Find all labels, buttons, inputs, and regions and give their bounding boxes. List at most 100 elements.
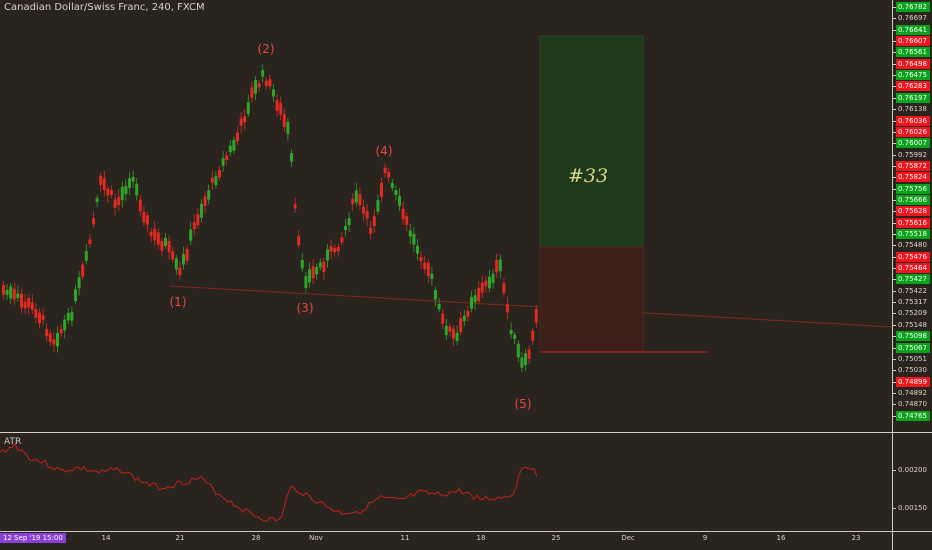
trade-loss-zone[interactable] (539, 246, 644, 353)
candle-body (5, 289, 9, 295)
candle-body (513, 334, 517, 339)
candle-body (207, 190, 211, 200)
time-axis[interactable]: 12 Sep '19 15:00 14 21 28 Nov 11 18 25 D… (0, 531, 932, 550)
price-axis-label: 0.75464 (896, 263, 930, 273)
atr-indicator-pane[interactable] (0, 433, 893, 531)
atr-axis-label: 0.00200 (898, 466, 927, 474)
price-axis-tick (893, 41, 896, 42)
candle-body (272, 89, 275, 97)
trade-profit-zone[interactable] (539, 35, 644, 248)
candle-body (372, 216, 376, 226)
price-axis-label: 0.74765 (896, 411, 930, 421)
pane-divider[interactable] (0, 432, 932, 433)
price-axis-tick (893, 416, 896, 417)
candle-body (30, 302, 34, 310)
price-axis-label: 0.75051 (898, 355, 927, 363)
price-axis-label: 0.75476 (896, 252, 930, 262)
candle-body (466, 310, 470, 317)
atr-tick (893, 508, 896, 509)
candle-body (9, 286, 13, 299)
atr-tick (893, 470, 896, 471)
candle-body (45, 328, 49, 337)
candle-body (387, 171, 391, 178)
candle-body (210, 177, 214, 184)
time-axis-label: 16 (776, 534, 786, 542)
candle-body (333, 248, 337, 253)
candle-body (153, 228, 157, 241)
candle-body (362, 206, 365, 214)
candle-body (81, 264, 85, 277)
candle-body (236, 132, 239, 142)
candle-body (92, 218, 95, 225)
candle-body (185, 248, 189, 261)
candlestick-series (2, 64, 538, 373)
candle-body (16, 293, 20, 299)
price-axis-label: 0.75666 (896, 195, 930, 205)
price-axis-tick (893, 268, 896, 269)
price-axis-tick (893, 336, 896, 337)
candle-body (434, 290, 437, 300)
candle-body (358, 194, 362, 206)
candle-body (135, 183, 139, 196)
candle-body (470, 297, 473, 309)
candle-body (430, 273, 434, 279)
price-axis-label: 0.75628 (896, 206, 930, 216)
price-axis-label: 0.75148 (898, 321, 927, 329)
time-axis-label: 18 (476, 534, 486, 542)
candle-body (239, 118, 243, 126)
atr-line (0, 442, 538, 522)
price-axis-tick (893, 279, 896, 280)
candle-body (250, 87, 254, 98)
candle-body (203, 196, 207, 207)
price-axis-label: 0.75098 (896, 331, 930, 341)
candle-body (336, 246, 340, 252)
candle-body (149, 231, 153, 237)
candle-body (63, 319, 67, 331)
candle-body (102, 178, 106, 190)
wave-label-3: (3) (297, 301, 314, 315)
price-axis-tick (893, 86, 896, 87)
candle-body (531, 330, 535, 341)
candle-body (124, 185, 128, 195)
candle-body (12, 288, 16, 300)
candle-body (164, 237, 167, 246)
price-axis-tick (893, 52, 896, 53)
price-axis-tick (893, 121, 896, 122)
candle-body (344, 225, 347, 231)
time-axis-label: Dec (621, 534, 635, 542)
price-axis[interactable]: 0.76782 0.76697 0.76641 0.76607 0.76561 0.764… (893, 0, 932, 432)
price-axis-label: 0.76036 (896, 116, 930, 126)
candle-body (376, 200, 380, 212)
candle-body (498, 259, 502, 272)
price-axis-label: 0.76283 (896, 81, 930, 91)
price-axis-label: 0.75067 (896, 343, 930, 353)
price-axis-tick (893, 223, 896, 224)
price-axis-tick (893, 155, 896, 156)
candle-body (286, 122, 290, 134)
neckline-trendline[interactable] (169, 285, 893, 328)
candle-body (128, 178, 131, 188)
atr-axis[interactable]: 0.00200 0.00150 (893, 433, 932, 531)
price-axis-label: 0.75427 (896, 274, 930, 284)
candle-body (77, 277, 81, 289)
candle-body (308, 269, 311, 283)
price-axis-label: 0.76782 (896, 2, 930, 12)
price-chart-pane[interactable]: #33 (1) (2) (3) (4) (5) (0, 0, 893, 432)
candle-body (380, 183, 383, 197)
candle-body (315, 266, 319, 275)
candle-body (462, 315, 466, 321)
price-axis-tick (893, 348, 896, 349)
candle-body (477, 287, 481, 302)
candle-body (534, 308, 538, 323)
candle-body (441, 313, 445, 324)
candle-body (520, 357, 524, 368)
candle-body (268, 79, 272, 87)
price-axis-label: 0.75872 (896, 161, 930, 171)
candle-body (113, 199, 117, 208)
candle-body (326, 249, 329, 261)
wave-label-2: (2) (258, 42, 275, 56)
candle-body (131, 176, 135, 182)
candle-body (401, 208, 405, 220)
candle-body (408, 230, 412, 237)
